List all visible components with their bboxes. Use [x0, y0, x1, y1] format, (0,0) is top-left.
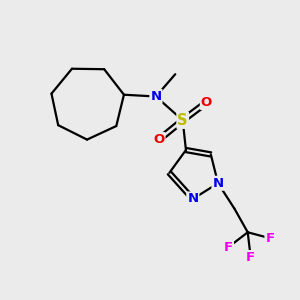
- Text: F: F: [266, 232, 274, 245]
- Text: N: N: [187, 193, 198, 206]
- Text: N: N: [150, 90, 161, 103]
- Text: F: F: [246, 251, 255, 264]
- Text: S: S: [177, 113, 188, 128]
- Text: F: F: [224, 241, 233, 254]
- Text: N: N: [212, 177, 224, 190]
- Text: O: O: [201, 96, 212, 109]
- Text: O: O: [153, 133, 164, 146]
